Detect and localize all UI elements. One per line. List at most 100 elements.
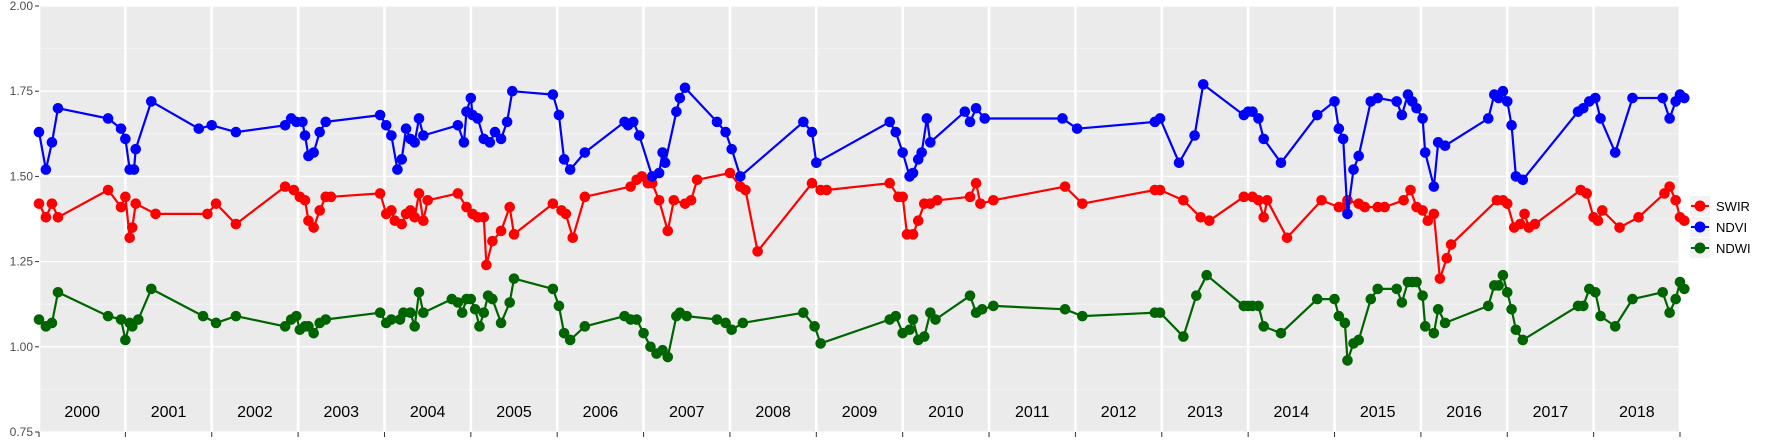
data-point-ndwi <box>1333 310 1345 322</box>
data-point-swir <box>821 184 832 196</box>
data-point-swir <box>579 191 591 203</box>
data-point-swir <box>1614 222 1625 233</box>
data-point-ndwi <box>1396 297 1408 308</box>
data-point-ndwi <box>308 327 319 339</box>
data-point-ndwi <box>474 321 485 332</box>
data-point-ndwi <box>815 338 826 349</box>
data-point-ndwi <box>465 293 477 305</box>
data-point-swir <box>653 194 665 206</box>
data-point-ndvi <box>145 96 157 107</box>
data-point-ndwi <box>320 314 332 325</box>
data-point-swir <box>46 198 58 209</box>
year-label: 2008 <box>755 404 791 421</box>
data-point-swir <box>1154 184 1166 196</box>
legend-point-ndwi <box>1694 242 1706 254</box>
data-point-ndvi <box>1482 113 1494 124</box>
data-point-ndvi <box>1609 147 1621 158</box>
data-point-ndvi <box>1329 96 1340 107</box>
data-point-swir <box>724 167 736 179</box>
data-point-ndvi <box>798 116 809 128</box>
data-point-swir <box>1417 205 1428 216</box>
data-point-ndvi <box>1057 113 1068 124</box>
data-point-ndvi <box>1311 109 1323 121</box>
year-label: 2010 <box>928 404 964 421</box>
data-point-swir <box>374 188 386 199</box>
year-label: 2007 <box>669 404 705 421</box>
data-point-swir <box>970 177 982 189</box>
data-point-ndwi <box>1679 283 1690 295</box>
data-point-ndwi <box>1253 300 1264 312</box>
data-point-swir <box>150 208 161 220</box>
data-point-swir <box>691 174 703 186</box>
data-point-ndvi <box>374 109 386 121</box>
data-point-swir <box>988 194 999 206</box>
data-point-ndwi <box>495 317 507 329</box>
data-point-ndwi <box>1670 293 1681 305</box>
data-point-ndvi <box>1497 85 1509 97</box>
data-point-ndvi <box>1333 123 1345 134</box>
data-point-swir <box>461 201 472 213</box>
data-point-swir <box>806 177 818 189</box>
data-point-swir <box>1596 205 1608 216</box>
year-label: 2002 <box>237 404 273 421</box>
data-point-ndwi <box>638 327 649 339</box>
y-tick-label: 1.25 <box>10 255 34 269</box>
data-point-ndwi <box>413 286 425 298</box>
year-label: 2018 <box>1619 404 1655 421</box>
data-point-swir <box>1253 194 1264 206</box>
data-point-ndvi <box>279 119 291 131</box>
year-label: 2004 <box>410 404 446 421</box>
data-point-ndwi <box>1497 269 1509 281</box>
data-point-ndvi <box>102 113 114 124</box>
year-label: 2015 <box>1360 404 1396 421</box>
data-point-ndvi <box>711 116 723 128</box>
data-point-ndwi <box>279 321 291 332</box>
data-point-ndvi <box>674 92 686 104</box>
data-point-ndwi <box>1517 334 1529 346</box>
data-point-ndwi <box>1154 307 1166 319</box>
data-point-ndvi <box>806 126 818 138</box>
data-point-ndvi <box>925 137 936 148</box>
data-point-ndwi <box>1353 334 1365 346</box>
year-label: 2016 <box>1446 404 1482 421</box>
data-point-ndwi <box>1077 310 1088 322</box>
data-point-ndvi <box>1396 109 1408 121</box>
data-point-ndvi <box>297 116 308 128</box>
year-label: 2011 <box>1015 404 1050 421</box>
data-point-ndwi <box>564 334 576 346</box>
data-point-ndvi <box>472 113 484 124</box>
data-point-swir <box>1445 239 1457 250</box>
data-point-ndwi <box>1411 276 1422 288</box>
axes: 0.75 1.00 1.25 1.50 1.75 2.00 <box>10 0 1681 439</box>
data-point-ndwi <box>115 314 127 325</box>
data-point-swir <box>1670 194 1681 206</box>
data-point-ndvi <box>206 119 218 131</box>
data-point-swir <box>1501 198 1513 209</box>
legend-label-ndwi: NDWI <box>1716 241 1751 256</box>
data-point-swir <box>409 211 421 223</box>
data-point-swir <box>668 194 680 206</box>
data-point-ndvi <box>1189 130 1200 141</box>
data-point-ndvi <box>1247 106 1258 117</box>
data-point-ndwi <box>418 307 429 319</box>
data-point-ndvi <box>633 130 645 141</box>
data-point-ndvi <box>1417 113 1428 124</box>
data-point-ndwi <box>487 293 498 305</box>
data-point-ndvi <box>1428 181 1440 192</box>
data-point-ndvi <box>1253 113 1264 124</box>
data-point-swir <box>314 205 325 216</box>
data-point-swir <box>907 229 919 240</box>
data-point-swir <box>1592 215 1604 227</box>
data-point-ndwi <box>726 324 737 336</box>
data-point-swir <box>1379 201 1390 213</box>
data-point-swir <box>1519 208 1530 220</box>
data-point-swir <box>1664 181 1675 192</box>
data-point-swir <box>1077 198 1088 209</box>
data-point-ndvi <box>409 137 421 148</box>
data-point-swir <box>884 177 896 189</box>
data-point-ndvi <box>627 116 639 128</box>
data-point-ndvi <box>921 113 933 124</box>
data-point-swir <box>130 198 142 209</box>
data-point-swir <box>495 225 507 237</box>
data-point-ndvi <box>1517 174 1529 186</box>
